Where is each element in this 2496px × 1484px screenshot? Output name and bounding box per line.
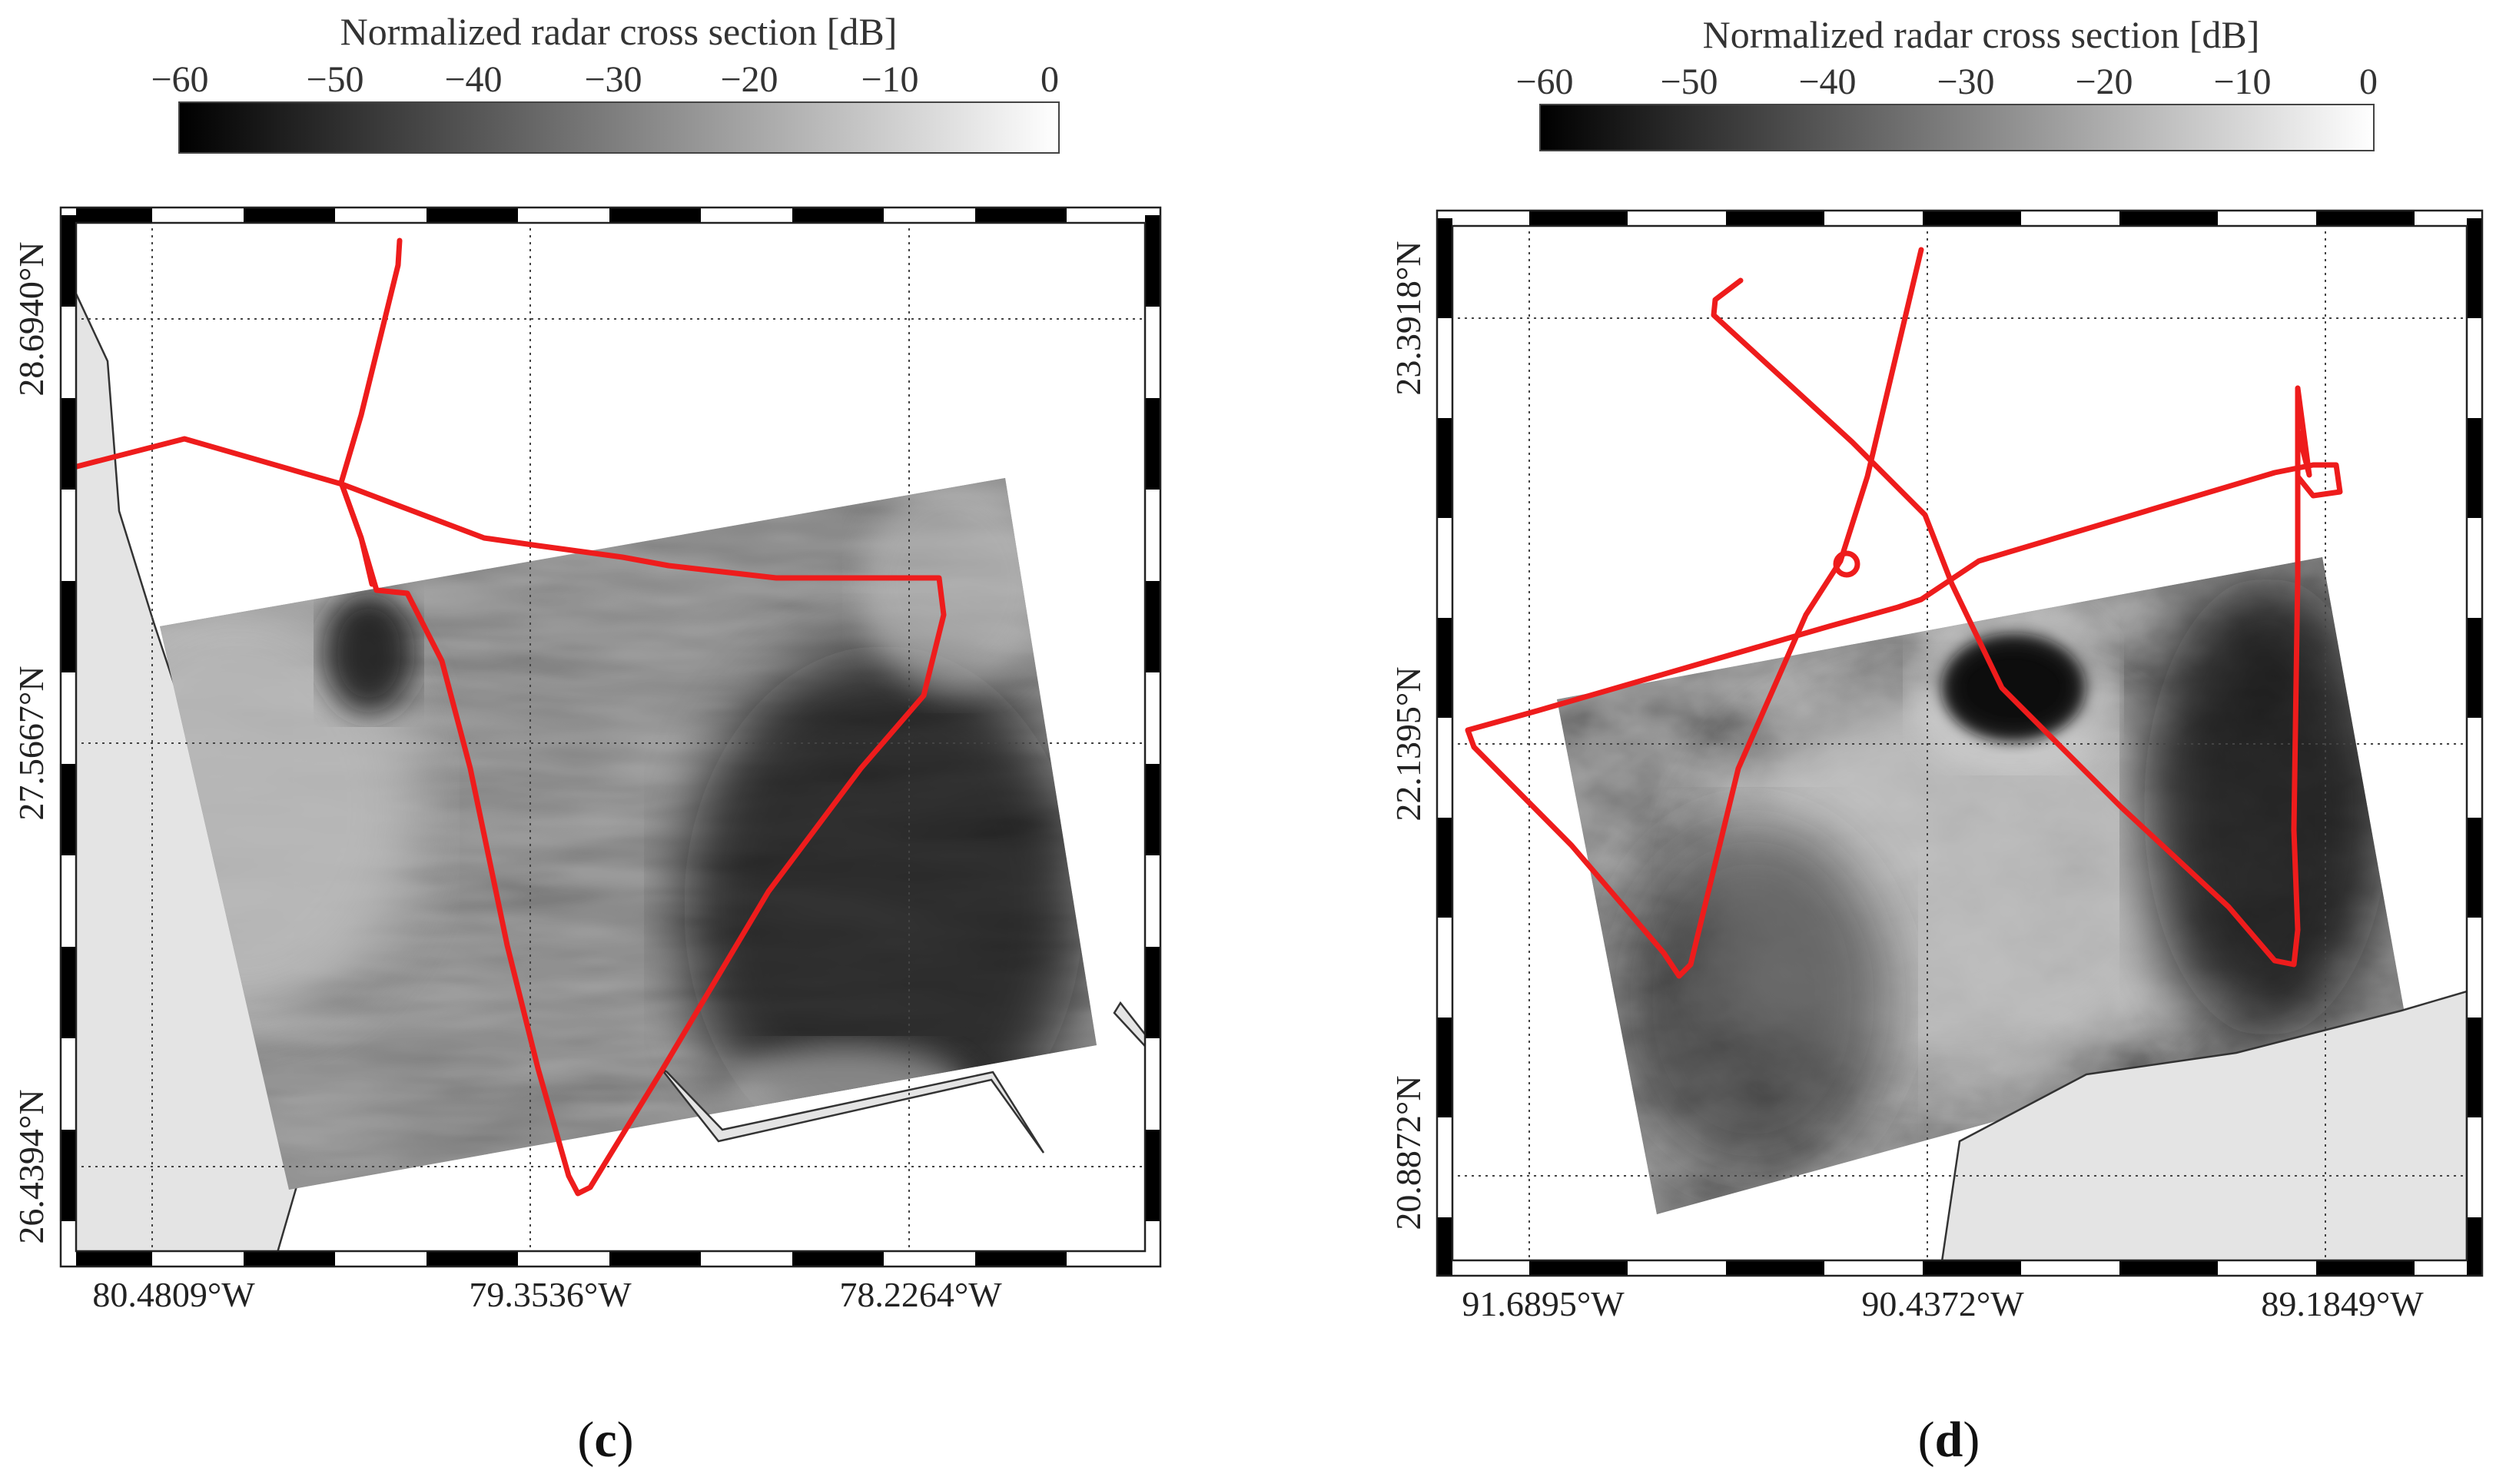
flight-track-d-a	[1465, 247, 2343, 979]
colorbar-tick: −50	[306, 59, 363, 100]
longitude-label: 79.3536°W	[469, 1275, 632, 1314]
panel-c: Normalized radar cross section [dB] −60 …	[12, 10, 1162, 1468]
colorbar-tick: −20	[720, 59, 778, 100]
colorbar-title: Normalized radar cross section [dB]	[340, 10, 898, 53]
colorbar-tick: −20	[2075, 61, 2133, 102]
colorbar-tick: −30	[1937, 61, 1994, 102]
panel-label-c: (c)	[577, 1412, 633, 1468]
frame-bottom	[61, 1251, 1160, 1267]
longitude-label: 78.2264°W	[839, 1275, 1002, 1314]
frame-top	[1437, 211, 2482, 226]
panel-label-d: (d)	[1918, 1412, 1980, 1468]
frame-right	[1145, 207, 1160, 1267]
latitude-label: 27.5667°N	[12, 666, 51, 820]
frame-top	[61, 207, 1160, 223]
colorbar-title: Normalized radar cross section [dB]	[1703, 13, 2260, 56]
colorbar-tick: −50	[1660, 61, 1718, 102]
frame-left	[1437, 211, 1452, 1276]
frame-left	[61, 207, 76, 1267]
latitude-label: 23.3918°N	[1389, 241, 1428, 395]
map-c: 28.6940°N 27.5667°N 26.4394°N 80.4809°W …	[12, 206, 1162, 1314]
longitude-label: 80.4809°W	[92, 1275, 255, 1314]
panel-d: Normalized radar cross section [dB] −60 …	[1389, 13, 2484, 1468]
flight-track-c-crossing	[338, 480, 375, 587]
colorbar-tick: −10	[861, 59, 918, 100]
colorbar-c: Normalized radar cross section [dB] −60 …	[151, 10, 1060, 154]
colorbar-tick: −60	[151, 59, 208, 100]
colorbar-ticks: −60 −50 −40 −30 −20 −10 0	[151, 59, 1059, 100]
longitude-labels-c: 80.4809°W 79.3536°W 78.2264°W	[92, 1275, 1002, 1314]
longitude-labels-d: 91.6895°W 90.4372°W 89.1849°W	[1462, 1284, 2424, 1323]
colorbar-tick: −40	[444, 59, 502, 100]
colorbar-d: Normalized radar cross section [dB] −60 …	[1515, 13, 2378, 151]
colorbar-tick: −10	[2213, 61, 2271, 102]
frame-right	[2467, 211, 2482, 1276]
colorbar-tick: −40	[1798, 61, 1856, 102]
frame-bottom	[1437, 1260, 2482, 1276]
colorbar-ticks: −60 −50 −40 −30 −20 −10 0	[1515, 61, 2378, 102]
longitude-label: 91.6895°W	[1462, 1284, 1625, 1323]
longitude-label: 90.4372°W	[1861, 1284, 2024, 1323]
longitude-label: 89.1849°W	[2261, 1284, 2424, 1323]
latitude-label: 26.4394°N	[12, 1089, 51, 1243]
land-bahamas	[660, 1067, 1045, 1154]
colorbar-tick: 0	[2359, 61, 2378, 102]
flight-track-d-loop	[1833, 550, 1860, 578]
latitude-label: 20.8872°N	[1389, 1075, 1428, 1230]
colorbar-gradient	[178, 101, 1060, 154]
colorbar-tick: −30	[584, 59, 642, 100]
colorbar-tick: −60	[1515, 61, 1573, 102]
latitude-labels-d: 23.3918°N 22.1395°N 20.8872°N	[1389, 241, 1428, 1230]
colorbar-gradient	[1539, 104, 2375, 151]
latitude-label: 22.1395°N	[1389, 666, 1428, 821]
map-d: 23.3918°N 22.1395°N 20.8872°N 91.6895°W …	[1389, 209, 2484, 1323]
gridlines-d	[1437, 211, 2482, 1276]
latitude-labels-c: 28.6940°N 27.5667°N 26.4394°N	[12, 241, 51, 1243]
colorbar-tick: 0	[1041, 59, 1059, 100]
latitude-label: 28.6940°N	[12, 241, 51, 396]
